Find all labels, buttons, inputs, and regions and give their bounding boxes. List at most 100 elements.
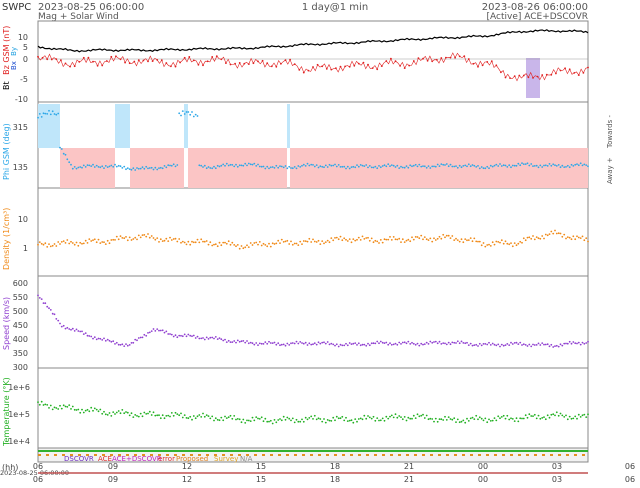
phi-data-point	[368, 165, 371, 167]
speed-data-point	[159, 329, 162, 332]
speed-data-point	[334, 344, 336, 347]
density-data-point	[541, 235, 544, 237]
temperature-data-point	[132, 416, 135, 418]
density-data-point	[268, 242, 270, 245]
speed-data-point	[425, 341, 428, 344]
temperature-data-point	[370, 417, 373, 420]
temperature-data-point	[192, 415, 195, 417]
phi-data-point	[126, 167, 129, 170]
density-data-point	[359, 239, 362, 241]
phi-data-point	[211, 167, 214, 170]
bz-data-point	[293, 63, 296, 65]
density-data-point	[53, 243, 56, 245]
phi-data-point	[401, 166, 404, 169]
temperature-data-point	[394, 413, 397, 416]
phi-data-point	[480, 166, 483, 168]
phi-data-point	[348, 167, 351, 170]
temperature-data-point	[480, 417, 483, 420]
phi-data-point	[275, 164, 278, 167]
density-data-point	[392, 236, 395, 238]
temperature-data-point	[471, 416, 474, 419]
temperature-data-point	[537, 414, 540, 417]
speed-data-point	[207, 338, 210, 340]
phi-data-point	[453, 165, 456, 168]
speed-data-point	[258, 342, 261, 345]
temperature-data-point	[405, 419, 408, 422]
temperature-data-point	[125, 411, 127, 413]
density-data-point	[306, 240, 309, 243]
speed-data-point	[517, 343, 520, 345]
speed-data-point	[368, 344, 371, 347]
density-data-point	[533, 238, 536, 241]
phi-data-point	[528, 164, 531, 167]
speed-data-point	[535, 344, 538, 346]
density-data-point	[412, 238, 415, 241]
hour-tick: 06	[625, 462, 635, 471]
temperature-data-point	[400, 416, 402, 418]
density-data-point	[315, 241, 318, 243]
hour-tick: 18	[330, 462, 340, 471]
phi-data-point	[363, 165, 366, 168]
speed-data-point	[557, 345, 560, 348]
phi-data-point	[460, 166, 463, 169]
density-data-point	[172, 238, 175, 240]
density-data-point	[334, 237, 336, 239]
temperature-panel: 1e+6 1e+5 1e+4 Temperature (°K)	[2, 377, 589, 447]
speed-data-point	[236, 339, 239, 342]
speed-data-point	[150, 330, 153, 332]
speed-data-point	[339, 343, 342, 346]
density-data-point	[324, 241, 327, 244]
density-data-point	[559, 232, 562, 235]
bz-data-point	[60, 59, 62, 61]
phi-data-point	[343, 165, 346, 168]
density-data-point	[561, 235, 564, 238]
speed-data-point	[552, 346, 555, 348]
speed-data-point	[464, 342, 467, 345]
temperature-data-point	[169, 415, 171, 418]
speed-data-point	[145, 334, 148, 337]
end-time: 2023-08-26 06:00:00	[482, 2, 588, 13]
phi-data-point	[121, 167, 124, 169]
away-label: Away +	[606, 157, 614, 184]
speed-data-point	[475, 343, 478, 346]
phi-data-point	[271, 166, 274, 168]
speed-data-point	[84, 332, 87, 334]
temperature-data-point	[152, 411, 155, 414]
bz-data-point	[500, 71, 502, 74]
phi-data-point	[521, 162, 523, 165]
bz-data-point	[577, 74, 580, 76]
temperature-data-point	[563, 416, 566, 418]
temperature-data-point	[583, 413, 586, 416]
bz-data-point	[92, 60, 94, 63]
speed-data-point	[310, 343, 313, 346]
temperature-data-point	[390, 414, 393, 417]
temperature-data-point	[66, 406, 69, 408]
phi-data-point	[456, 166, 459, 169]
speed-data-point	[143, 333, 146, 336]
temperature-data-point	[546, 414, 549, 417]
phi-data-point	[361, 164, 364, 167]
temperature-data-point	[137, 415, 140, 418]
speed-data-point	[418, 344, 421, 347]
phi-ylabel: Phi GSM (deg)	[2, 123, 11, 180]
temperature-data-point	[321, 420, 324, 423]
density-data-point	[99, 242, 102, 245]
phi-data-point	[84, 166, 87, 168]
temperature-data-point	[82, 411, 85, 414]
density-data-point	[88, 238, 91, 241]
temperature-data-point	[108, 412, 111, 414]
density-data-point	[185, 243, 188, 246]
density-data-point	[249, 242, 252, 244]
temperature-data-point	[493, 417, 496, 419]
temperature-data-point	[209, 417, 212, 420]
density-data-point	[550, 230, 553, 233]
phi-data-point	[209, 167, 212, 169]
bz-data-point	[536, 75, 539, 78]
density-data-point	[585, 237, 588, 240]
phi-data-point	[128, 168, 131, 171]
phi-data-point	[482, 167, 485, 170]
subtitle: Mag + Solar Wind	[38, 12, 119, 22]
bz-data-point	[518, 74, 521, 77]
temperature-data-point	[271, 422, 274, 425]
phi-data-point	[238, 164, 241, 167]
